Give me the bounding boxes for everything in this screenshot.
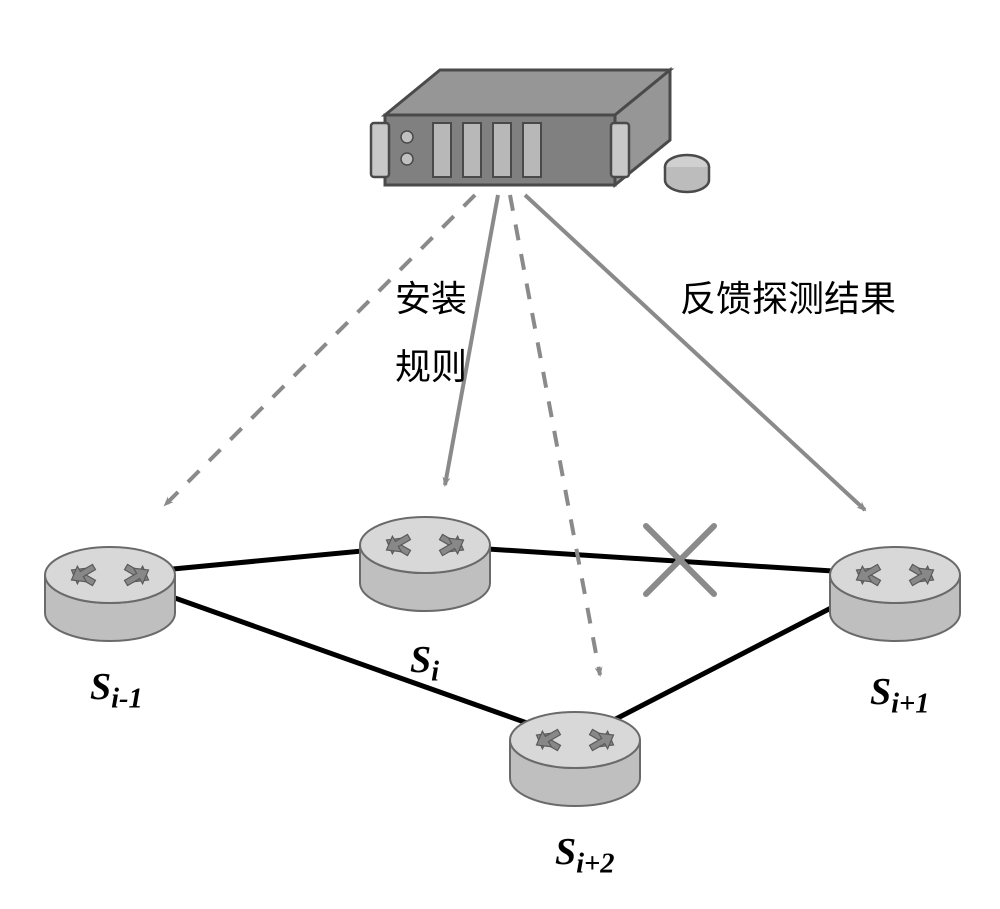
node-label-s-i-plus-1: Si+1: [870, 670, 930, 721]
control-arrows: [165, 195, 865, 675]
label-rule: 规则: [395, 338, 467, 390]
diagram-svg: [0, 0, 1000, 909]
diagram-canvas: 安装 规则 反馈探测结果 Si-1 Si Si+2 Si+1: [0, 0, 1000, 909]
server-icon: [371, 70, 709, 192]
label-feedback: 反馈探测结果: [680, 270, 896, 322]
edges: [110, 545, 895, 740]
node-label-s-i-plus-2: Si+2: [555, 830, 615, 881]
node-label-s-i: Si: [410, 638, 439, 689]
routers: [45, 517, 960, 806]
node-label-s-i-minus-1: Si-1: [90, 665, 143, 716]
label-install: 安装: [395, 270, 467, 322]
